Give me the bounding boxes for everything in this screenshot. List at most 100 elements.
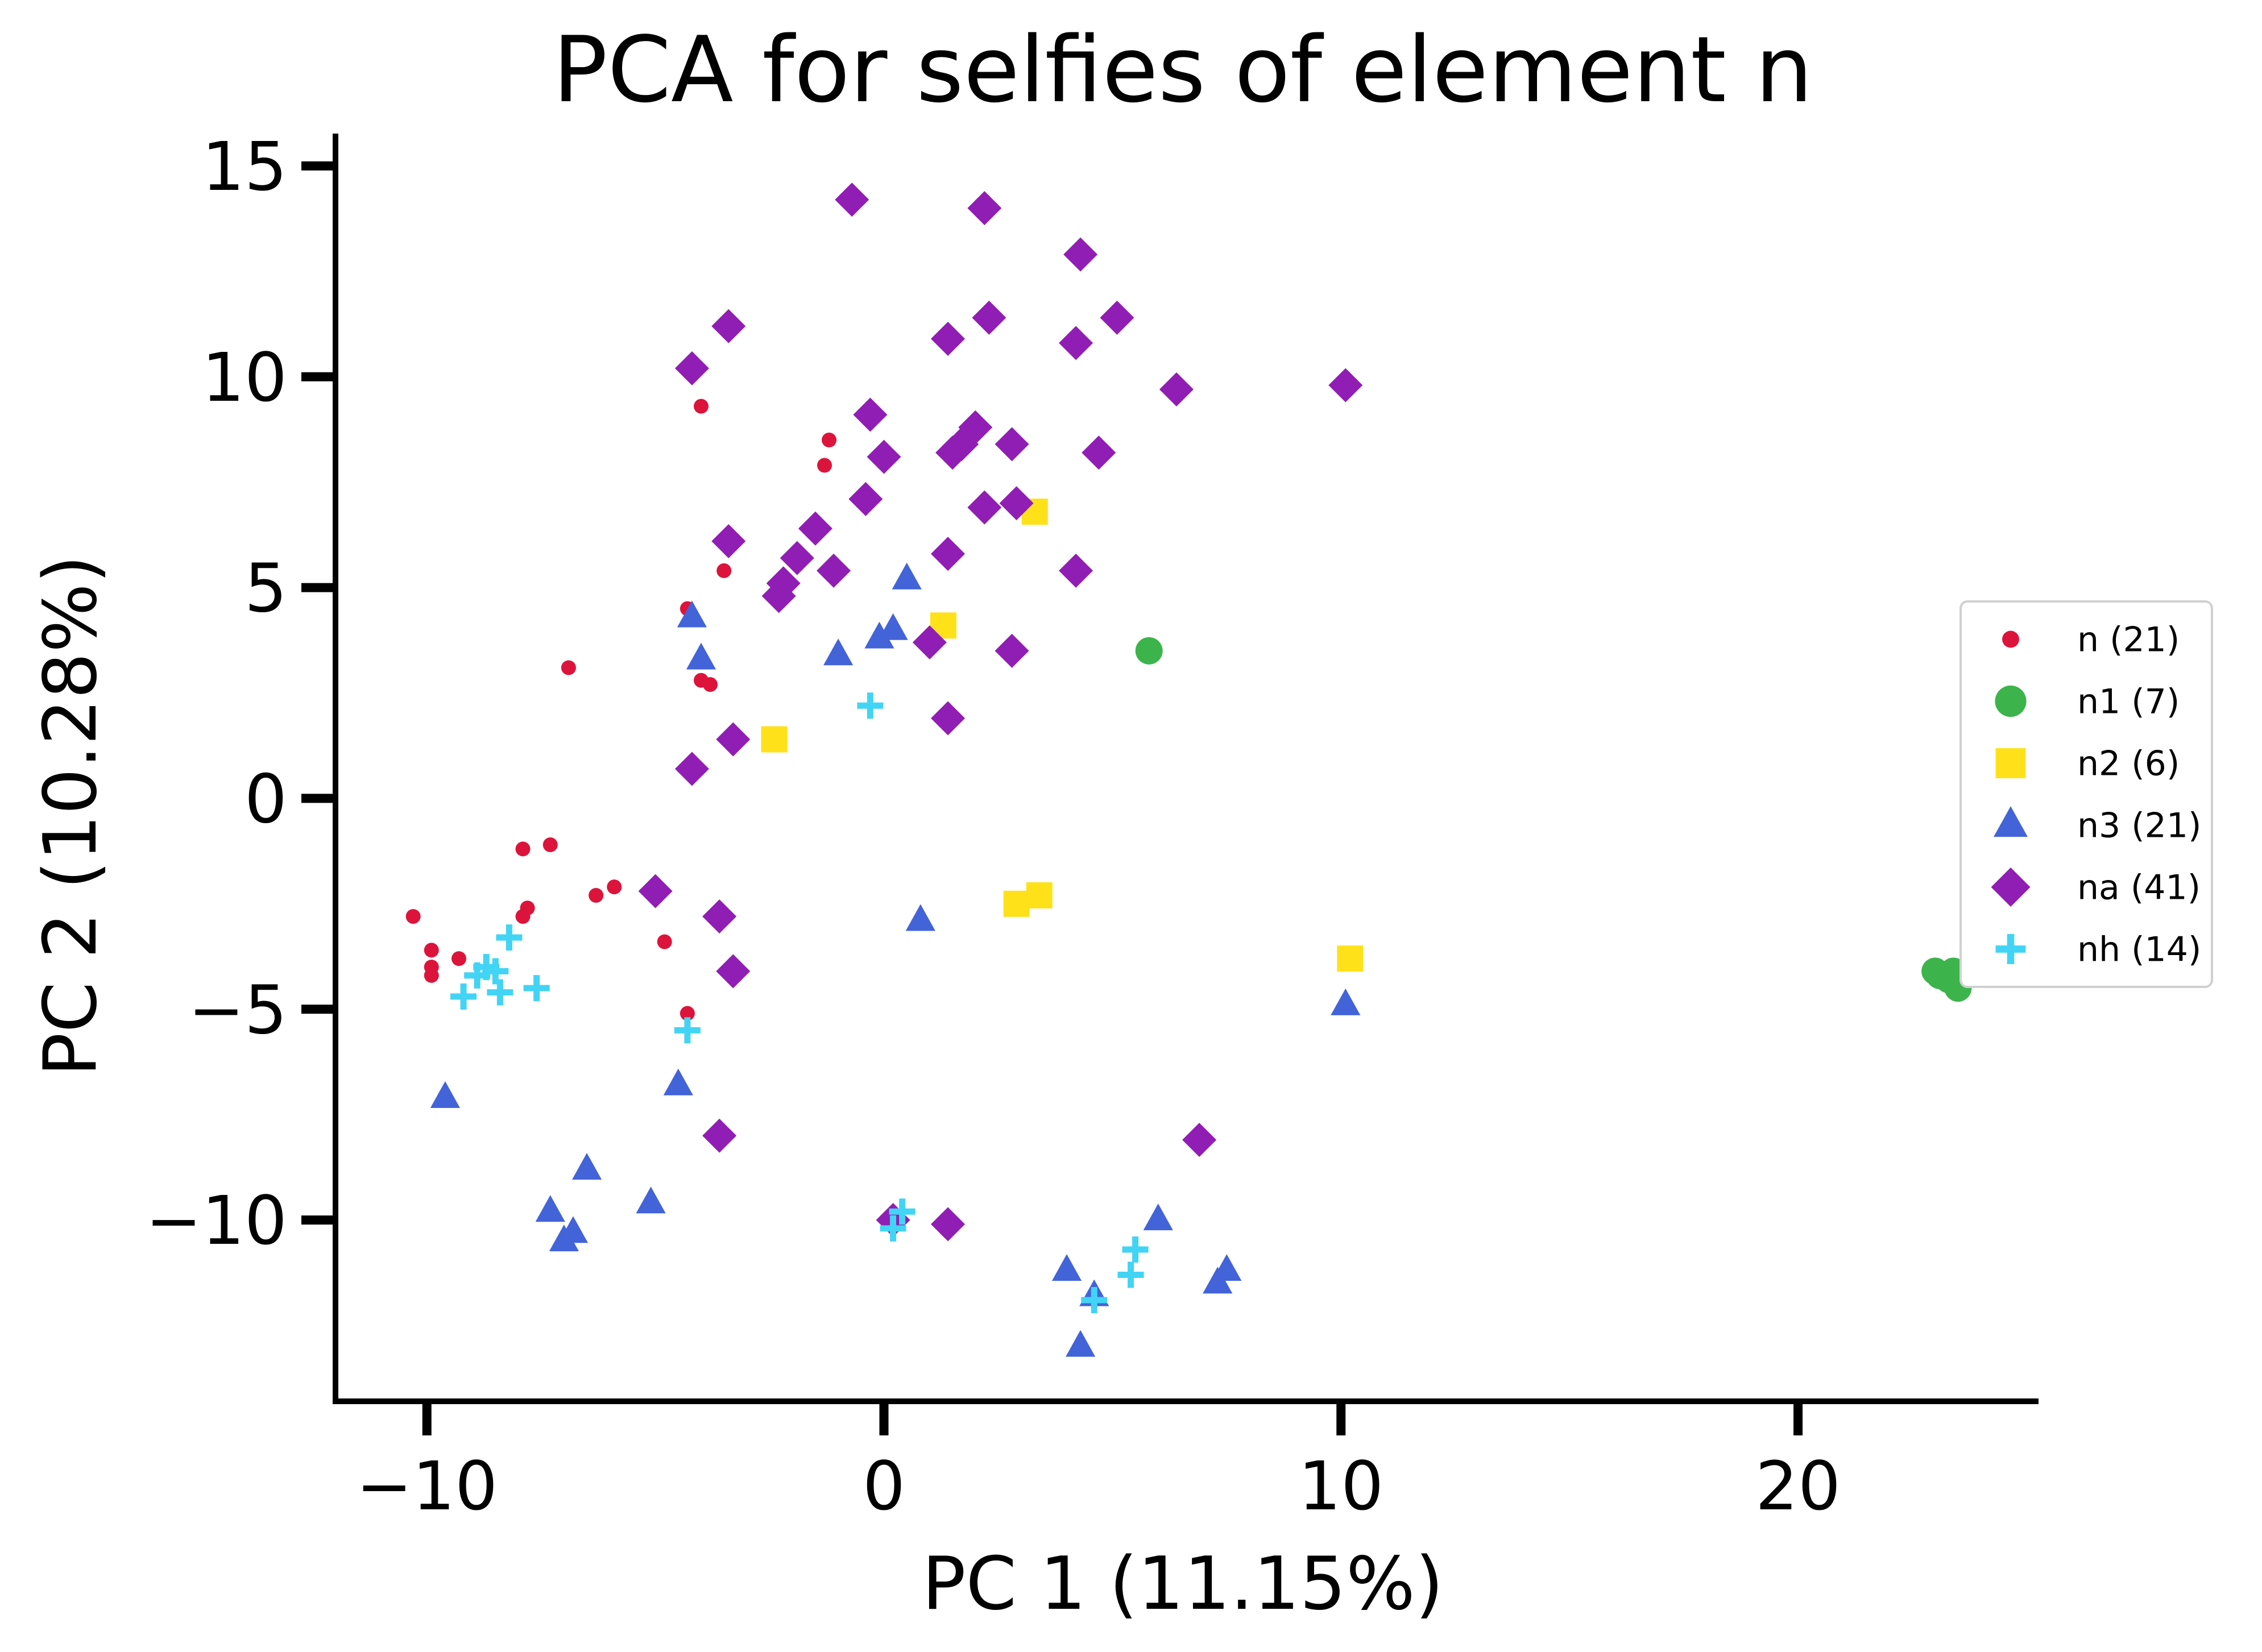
data-point: [686, 642, 716, 670]
data-point: [931, 701, 966, 736]
data-point: [857, 692, 884, 719]
y-tick-label: 0: [245, 759, 287, 838]
data-point: [848, 482, 883, 516]
y-tick-label: 5: [245, 549, 287, 628]
legend-label: n2 (6): [2077, 744, 2180, 784]
data-point: [995, 633, 1029, 668]
data-point: [674, 1017, 701, 1044]
data-point: [761, 579, 796, 613]
data-point: [1059, 553, 1093, 588]
series-4: [638, 182, 1363, 1242]
data-point: [561, 660, 576, 675]
data-point: [780, 541, 814, 575]
data-point: [674, 351, 709, 385]
data-point: [867, 439, 901, 474]
x-tick-label: 0: [863, 1447, 905, 1525]
data-point: [931, 537, 966, 571]
data-point: [424, 968, 439, 983]
data-point: [864, 621, 894, 649]
y-tick-label: −5: [188, 970, 287, 1049]
data-point: [464, 962, 491, 989]
data-point: [703, 677, 718, 692]
data-point: [589, 888, 604, 903]
series-3: [430, 562, 1361, 1357]
data-point: [1059, 326, 1093, 360]
data-point: [694, 399, 709, 414]
data-point: [680, 1006, 695, 1021]
data-point: [967, 191, 1002, 226]
data-point: [905, 904, 935, 931]
x-tick-label: 20: [1755, 1447, 1841, 1525]
y-tick-label: −10: [146, 1181, 287, 1260]
data-point: [1182, 1123, 1217, 1157]
data-point: [1117, 1261, 1144, 1288]
series-1: [1135, 637, 1972, 1002]
data-point: [451, 951, 467, 966]
legend-marker: [1993, 806, 2028, 837]
data-point: [878, 613, 908, 640]
legend-label: n3 (21): [2077, 806, 2201, 846]
legend-marker: [1995, 685, 2027, 717]
data-point: [1212, 1254, 1242, 1281]
data-point: [1066, 1330, 1096, 1357]
data-point: [1135, 637, 1163, 665]
x-tick-label: −10: [356, 1447, 498, 1525]
data-point: [711, 309, 746, 343]
data-point: [716, 954, 751, 989]
data-point: [523, 975, 550, 1002]
data-point: [636, 1186, 666, 1214]
legend-label: n (21): [2077, 620, 2180, 660]
data-point: [1100, 300, 1134, 335]
data-point: [657, 934, 672, 949]
data-point: [1081, 1287, 1108, 1313]
data-point: [835, 182, 869, 217]
data-point: [935, 435, 970, 470]
data-point: [912, 625, 947, 659]
data-point: [677, 600, 707, 628]
data-point: [822, 433, 837, 447]
data-point: [716, 722, 751, 757]
data-point: [571, 1153, 602, 1180]
data-point: [880, 1215, 906, 1242]
data-point: [931, 1207, 966, 1242]
data-point: [1063, 237, 1098, 272]
data-point: [430, 1081, 461, 1108]
data-point: [482, 958, 509, 985]
data-point: [424, 943, 439, 958]
series-5: [450, 692, 1149, 1313]
data-point: [798, 511, 832, 546]
data-point: [515, 909, 531, 924]
data-point: [473, 954, 500, 981]
data-point: [817, 458, 832, 473]
data-point: [496, 924, 523, 951]
legend-marker: [1991, 867, 2031, 907]
data-point: [1082, 435, 1116, 470]
data-point: [1003, 890, 1030, 917]
series-0: [405, 399, 837, 1021]
data-point: [853, 397, 888, 432]
data-point: [1331, 988, 1361, 1015]
data-point: [487, 979, 513, 1006]
legend-label: nh (14): [2077, 930, 2201, 970]
data-point: [761, 726, 788, 753]
data-point: [702, 899, 737, 934]
data-point: [716, 563, 732, 578]
legend-label: n1 (7): [2077, 682, 2180, 722]
data-point: [638, 874, 673, 908]
data-point: [1051, 1254, 1082, 1281]
data-point: [674, 752, 709, 786]
data-point: [889, 1198, 915, 1225]
data-point: [405, 909, 421, 924]
data-point: [1159, 372, 1194, 406]
data-point: [515, 841, 531, 857]
data-point: [663, 1068, 693, 1095]
data-point: [711, 524, 746, 558]
data-point: [1143, 1203, 1173, 1231]
legend-label: na (41): [2077, 868, 2201, 908]
data-point: [823, 638, 854, 666]
data-point: [1328, 368, 1363, 402]
data-point: [535, 1195, 565, 1222]
legend-marker: [1995, 934, 2026, 964]
x-tick-label: 10: [1298, 1447, 1383, 1525]
